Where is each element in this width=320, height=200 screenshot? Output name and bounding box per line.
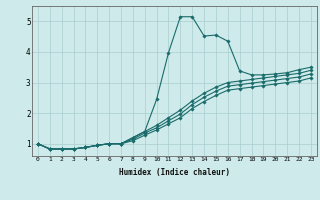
X-axis label: Humidex (Indice chaleur): Humidex (Indice chaleur) <box>119 168 230 177</box>
